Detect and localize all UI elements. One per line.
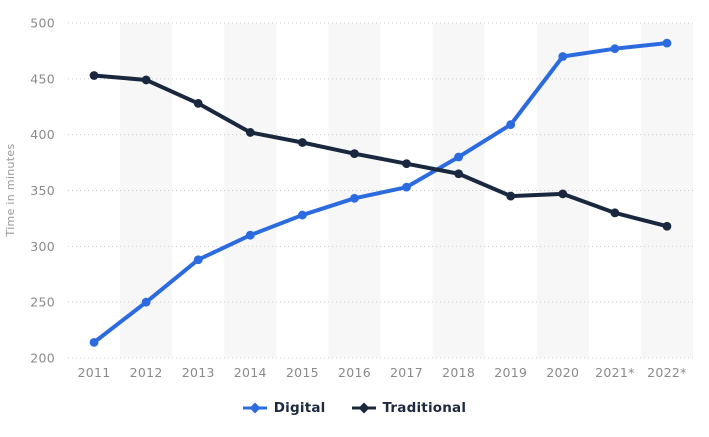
data-point-traditional: [610, 208, 620, 218]
y-tick-label: 400: [30, 127, 55, 142]
traditional-series-marker-icon: [351, 402, 376, 414]
data-point-digital: [297, 210, 307, 220]
data-point-traditional: [141, 75, 151, 85]
data-point-traditional: [402, 159, 411, 169]
y-tick-label: 450: [30, 71, 55, 86]
y-axis-title: Time in minutes: [4, 144, 17, 238]
x-tick-label: 2019: [494, 365, 527, 380]
y-tick-label: 250: [30, 295, 55, 310]
data-point-traditional: [89, 71, 99, 80]
data-point-traditional: [245, 128, 255, 137]
y-tick-label: 200: [30, 351, 55, 366]
data-point-traditional: [350, 149, 359, 159]
data-point-traditional: [454, 169, 464, 179]
data-point-digital: [610, 44, 620, 54]
data-point-traditional: [297, 138, 307, 147]
data-point-digital: [350, 193, 359, 203]
y-tick-label: 350: [30, 183, 55, 198]
data-point-digital: [141, 297, 151, 307]
digital-series-marker-icon: [242, 402, 267, 414]
y-tick-label: 500: [30, 16, 55, 31]
column-stripe: [328, 23, 381, 358]
data-point-traditional: [506, 191, 516, 201]
data-point-digital: [89, 337, 99, 347]
x-tick-label: 2012: [130, 365, 163, 380]
data-point-digital: [402, 182, 411, 192]
data-point-traditional: [558, 189, 568, 199]
legend-label-traditional: Traditional: [382, 400, 467, 416]
x-tick-label: 2018: [442, 365, 475, 380]
legend-item-traditional[interactable]: Traditional: [351, 400, 467, 416]
data-point-traditional: [662, 221, 672, 231]
series-line-traditional: [92, 73, 669, 229]
x-tick-label: 2021*: [595, 365, 635, 380]
x-tick-label: 2015: [286, 365, 319, 380]
y-tick-label: 300: [30, 239, 55, 254]
legend-item-digital[interactable]: Digital: [242, 400, 326, 416]
x-tick-label: 2013: [182, 365, 215, 380]
data-point-traditional: [193, 99, 203, 108]
x-tick-label: 2020: [546, 365, 579, 380]
legend-label-digital: Digital: [273, 400, 326, 416]
x-tick-label: 2011: [78, 365, 111, 380]
data-point-digital: [454, 152, 464, 162]
x-tick-label: 2017: [390, 365, 423, 380]
data-point-digital: [245, 230, 255, 240]
column-stripe: [432, 23, 485, 358]
data-point-digital: [662, 38, 672, 48]
x-tick-label: 2014: [234, 365, 267, 380]
data-point-digital: [558, 52, 568, 61]
series-line-digital: [92, 41, 669, 345]
data-point-digital: [193, 255, 203, 265]
chart-legend: Digital Traditional: [0, 400, 709, 416]
x-tick-label: 2022*: [647, 365, 687, 380]
x-tick-label: 2016: [338, 365, 371, 380]
data-point-digital: [506, 120, 516, 130]
